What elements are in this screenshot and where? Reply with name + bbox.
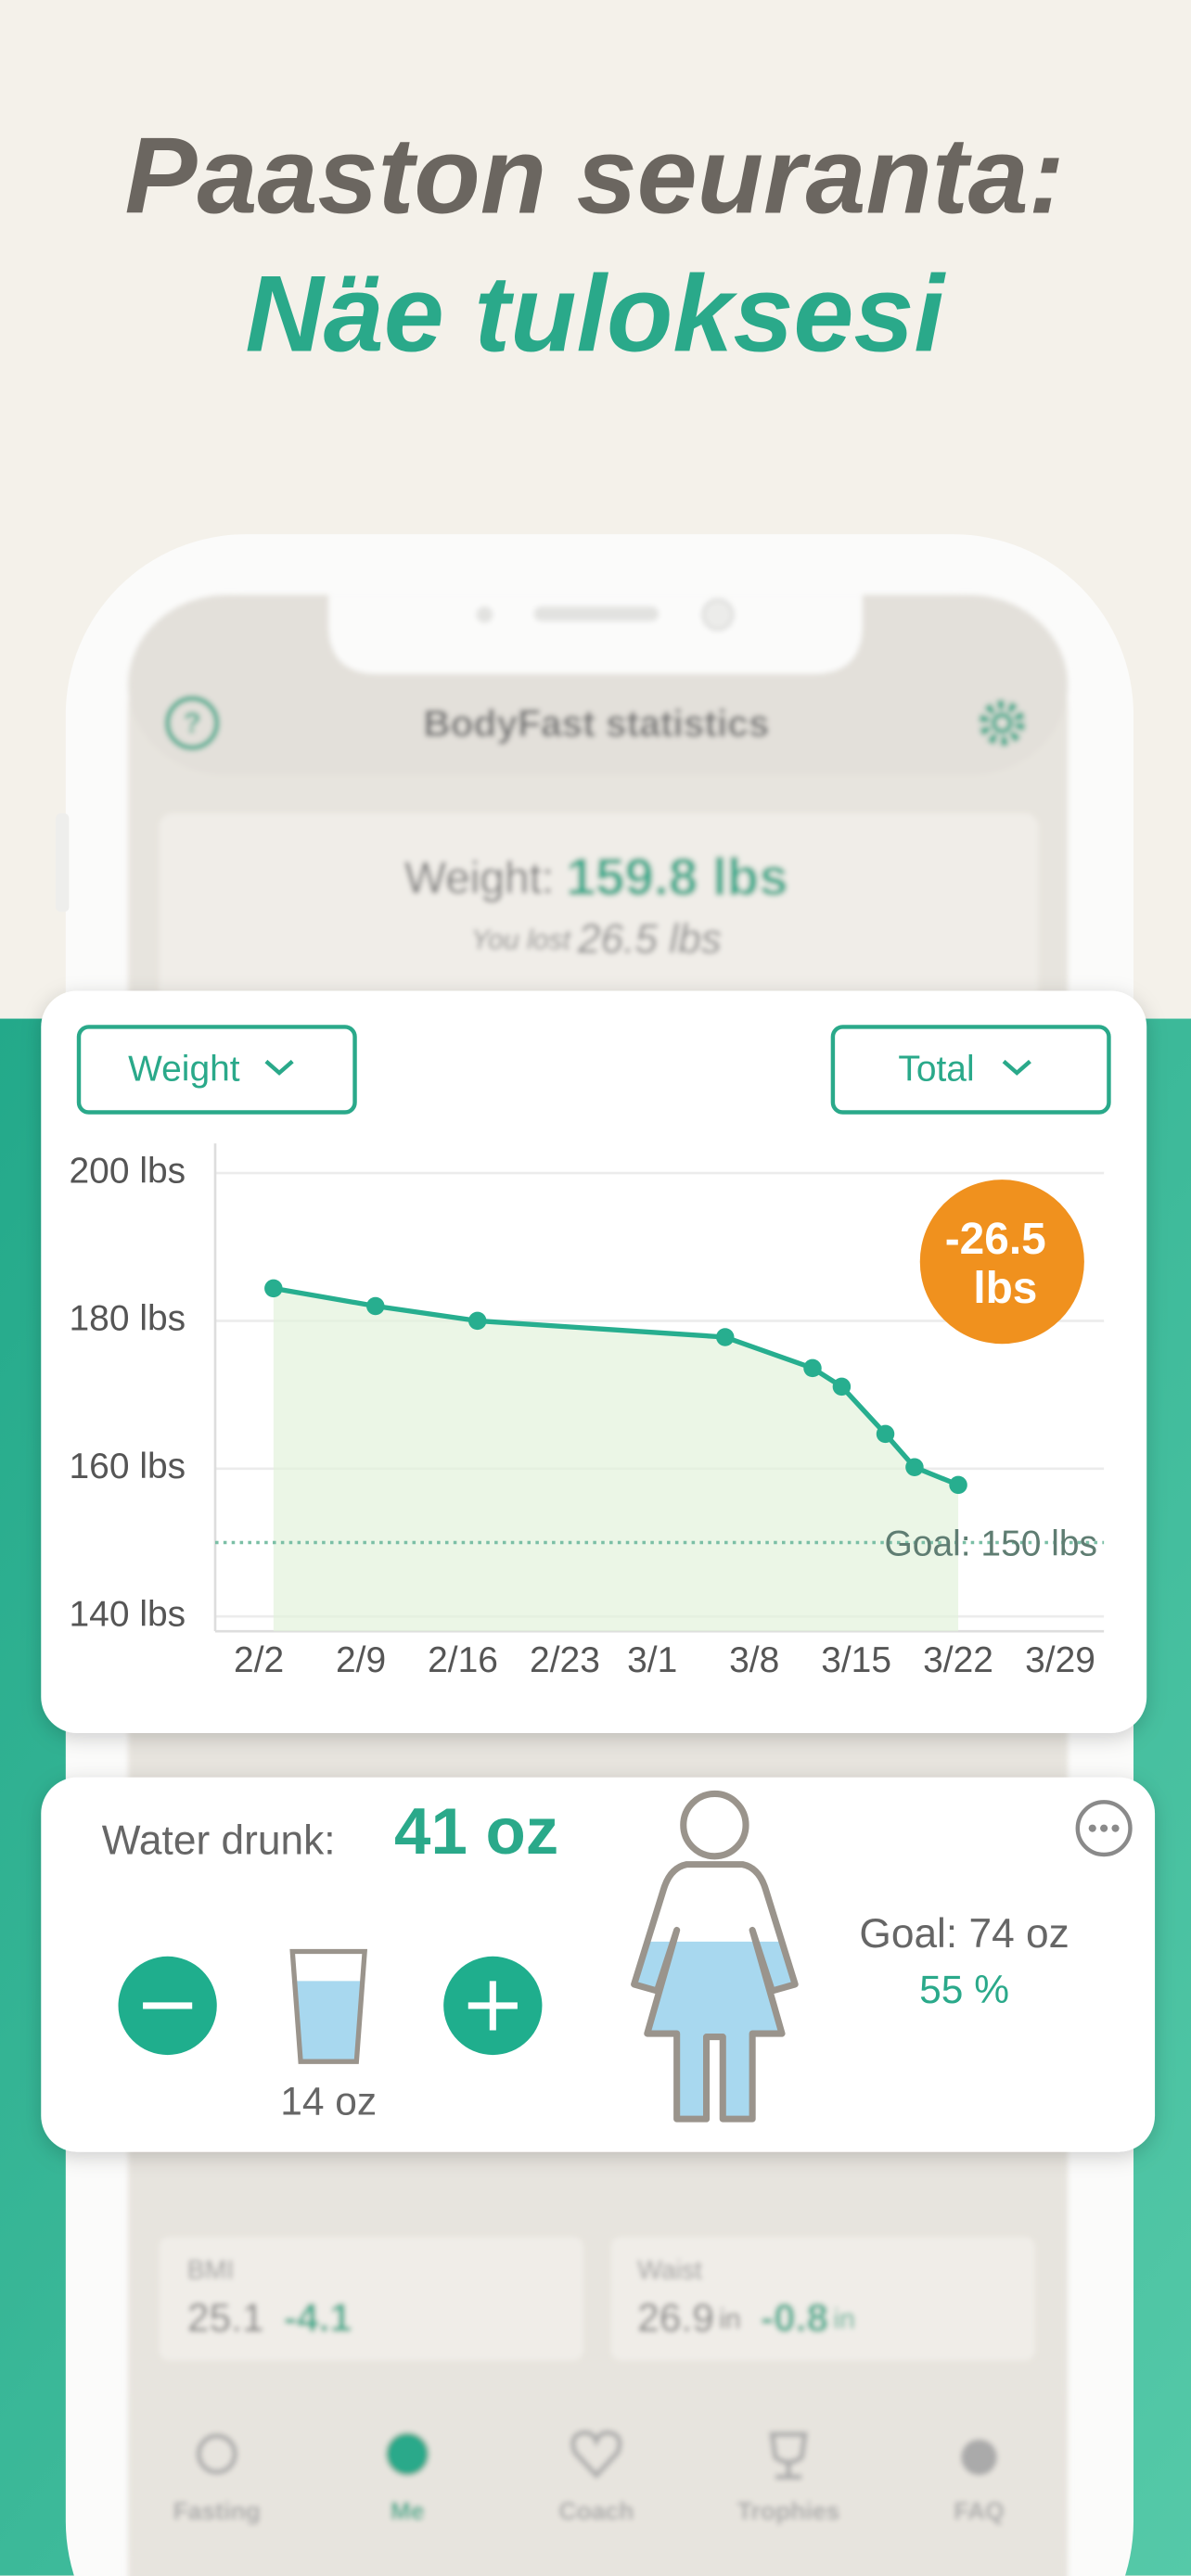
metric-dropdown[interactable] <box>76 1025 357 1115</box>
help-icon[interactable] <box>164 695 220 750</box>
chevron <box>1002 1059 1031 1076</box>
lost-summary: You lost 26.5 lbs <box>471 916 722 962</box>
minus-glyph <box>143 2002 193 2009</box>
tabs: Fasting Me Coach Trophies FAQ <box>173 2497 1005 2525</box>
tab-label: Me <box>391 2497 425 2525</box>
tab-label: Coach <box>558 2497 634 2525</box>
waist-change: -0.8 <box>761 2297 828 2340</box>
badge <box>919 1180 1084 1345</box>
tab-icon-fasting <box>196 2433 237 2475</box>
x-tick-label: 2/16 <box>428 1640 498 1680</box>
badge-value: -26.5 <box>945 1215 1046 1264</box>
waist-label: Waist <box>637 2255 702 2285</box>
tab-icon-coach <box>570 2429 622 2480</box>
x-tick-label: 2/9 <box>336 1640 386 1680</box>
y-tick-label: 140 lbs <box>70 1595 186 1635</box>
chart-card: Weight Total 140 lbs 160 lbs 180 lbs 200 lb… <box>41 990 1147 1733</box>
weight-card <box>159 813 1039 1027</box>
more-dot <box>1100 1824 1108 1832</box>
goal-label: Goal: 150 lbs <box>885 1524 1098 1563</box>
chevron <box>264 1059 294 1076</box>
weight-summary: Weight: 159.8 lbs <box>404 848 788 907</box>
glass-water <box>292 1981 365 2062</box>
help-icon-glyph: ? <box>183 706 200 739</box>
bmi-change: -4.1 <box>284 2297 352 2340</box>
bmi-label: BMI <box>187 2255 234 2285</box>
x-tick-label: 2/2 <box>234 1640 284 1680</box>
tab-label: Trophies <box>737 2497 840 2525</box>
sensor <box>476 606 493 623</box>
phone-button <box>56 813 70 912</box>
water-percent: 55 % <box>919 1969 1009 2012</box>
point <box>949 1475 967 1495</box>
more-dot <box>1088 1824 1096 1832</box>
bmi-value: 25.1 <box>187 2297 264 2340</box>
point <box>366 1296 385 1316</box>
figure-head <box>680 1790 749 1860</box>
range-dropdown-label: Total <box>898 1050 974 1090</box>
tab-label: Fasting <box>173 2497 261 2525</box>
headline-accent: Näe tuloksesi <box>245 253 946 375</box>
screen-title: BodyFast statistics <box>423 702 769 745</box>
weight-value: 159.8 lbs <box>566 848 788 907</box>
waist-change-unit: in <box>833 2304 854 2335</box>
water-goal: Goal: 74 oz <box>859 1911 1069 1957</box>
weight-label: Weight: <box>404 853 554 902</box>
y-tick-label: 200 lbs <box>70 1151 186 1191</box>
waist-stat: 26.9 in -0.8 in <box>637 2297 855 2340</box>
waist-unit: in <box>719 2304 740 2335</box>
waist-value: 26.9 <box>637 2297 714 2340</box>
metric-dropdown-label: Weight <box>128 1050 240 1090</box>
water-amount: 41 oz <box>394 1795 558 1868</box>
lost-label: You lost <box>471 925 572 955</box>
plus-glyph <box>489 1981 496 2031</box>
glass-size: 14 oz <box>280 2080 377 2123</box>
point <box>876 1424 895 1444</box>
x-tick-label: 3/22 <box>923 1640 993 1680</box>
water-card: Water drunk: 41 oz 14 oz Goal: 74 oz 55 … <box>41 1777 1156 2152</box>
x-tick-label: 3/15 <box>821 1640 891 1680</box>
more-dot <box>1111 1824 1120 1832</box>
point <box>264 1279 283 1298</box>
x-tick-label: 2/23 <box>530 1640 600 1680</box>
tab-icon-me <box>386 2432 429 2476</box>
bmi-card <box>159 2237 583 2361</box>
tab-icon-faq <box>961 2439 998 2476</box>
area <box>273 1288 959 1632</box>
speaker <box>533 606 660 621</box>
point <box>832 1377 852 1396</box>
headline: Paaston seuranta: <box>124 115 1064 236</box>
waist-card <box>610 2237 1035 2361</box>
y-tick-label: 180 lbs <box>70 1299 186 1339</box>
badge-unit: lbs <box>973 1264 1037 1313</box>
glass <box>289 1948 368 2064</box>
point <box>716 1328 735 1346</box>
bmi-stat: 25.1 -4.1 <box>187 2297 352 2340</box>
point <box>803 1358 822 1378</box>
point <box>467 1311 487 1331</box>
point <box>905 1458 924 1476</box>
camera <box>701 598 735 631</box>
tab-icon-trophies <box>769 2431 808 2480</box>
tab-label: FAQ <box>954 2497 1005 2525</box>
tab-bar <box>128 2394 1069 2576</box>
water-label: Water drunk: <box>102 1817 336 1863</box>
y-tick-label: 160 lbs <box>70 1447 186 1486</box>
settings-icon-core <box>991 712 1013 734</box>
settings-icon[interactable] <box>979 699 1026 746</box>
x-tick-label: 3/29 <box>1025 1640 1095 1680</box>
x-tick-label: 3/1 <box>627 1640 677 1680</box>
range-dropdown[interactable] <box>830 1025 1111 1115</box>
lost-value: 26.5 lbs <box>577 916 722 962</box>
x-tick-label: 3/8 <box>729 1640 779 1680</box>
